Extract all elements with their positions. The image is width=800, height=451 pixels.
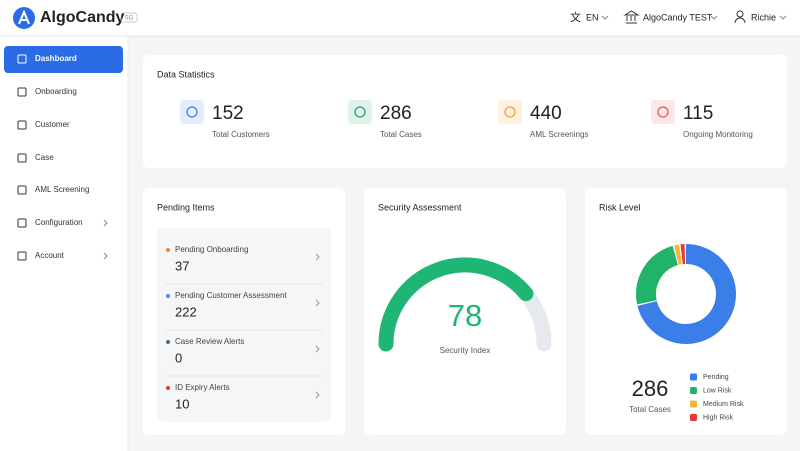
chevron xyxy=(103,219,108,227)
pending-value: 0 xyxy=(175,350,182,365)
stat-value: 152 xyxy=(212,103,244,124)
organization-selector[interactable]: AlgoCandy TEST xyxy=(623,10,718,24)
status-dot xyxy=(166,294,170,298)
chevron xyxy=(779,15,787,20)
stat-value: 286 xyxy=(380,103,412,124)
stat-label: Total Customers xyxy=(212,130,270,139)
card-title: Security Assessment xyxy=(378,202,462,212)
pending-value: 10 xyxy=(175,396,189,411)
status-dot xyxy=(166,386,170,390)
legend-label: Medium Risk xyxy=(703,401,744,408)
security-card xyxy=(364,188,566,435)
legend-swatch xyxy=(690,400,697,408)
donut-segment xyxy=(636,245,679,305)
pending-label: ID Expiry Alerts xyxy=(175,383,230,392)
user-menu[interactable]: Richie xyxy=(734,10,787,24)
bank-icon xyxy=(623,10,640,24)
active-menu-bg xyxy=(4,46,123,73)
pending-label: Pending Onboarding xyxy=(175,245,248,254)
stat-value: 115 xyxy=(683,103,713,124)
organization[interactable]: AlgoCandy TEST xyxy=(643,12,713,22)
region-text: SG xyxy=(125,16,134,22)
logo-glyph xyxy=(18,9,30,25)
menu-icon xyxy=(17,120,27,130)
pending-label: Case Review Alerts xyxy=(175,337,244,346)
stat-icon-bg xyxy=(498,100,522,124)
menu-item[interactable]: Case xyxy=(35,153,54,162)
chevron[interactable] xyxy=(315,253,320,261)
header xyxy=(0,0,800,36)
stat-icon xyxy=(186,106,198,118)
chevron[interactable] xyxy=(315,391,320,399)
menu-icon xyxy=(17,218,27,228)
gauge-label: Security Index xyxy=(440,346,491,355)
pending-list xyxy=(157,228,331,422)
user[interactable]: Richie xyxy=(751,12,776,22)
stat-icon-bg xyxy=(180,100,204,124)
card-title: Pending Items xyxy=(157,202,215,212)
chevron[interactable] xyxy=(315,345,320,353)
risk-total-label: Total Cases xyxy=(629,405,671,414)
chevron[interactable] xyxy=(315,299,320,307)
stat-icon-bg xyxy=(651,100,675,124)
pending-value: 222 xyxy=(175,304,197,319)
legend-label: Low Risk xyxy=(703,387,732,394)
language-selector[interactable]: 文 EN xyxy=(570,10,609,24)
menu-icon xyxy=(17,54,27,64)
chevron xyxy=(710,15,718,20)
menu-icon xyxy=(17,153,27,163)
legend-swatch xyxy=(690,373,697,381)
user-icon-body xyxy=(734,17,746,24)
menu-icon xyxy=(17,251,27,261)
stat-icon xyxy=(504,106,516,118)
stat-label: Ongoing Monitoring xyxy=(683,130,753,139)
card-title: Risk Level xyxy=(599,202,641,212)
status-dot xyxy=(166,248,170,252)
stat-icon xyxy=(657,106,669,118)
legend-label: Pending xyxy=(703,374,729,381)
stat-label: AML Screenings xyxy=(530,130,588,139)
gauge-number: 78 xyxy=(448,298,482,333)
menu-item[interactable]: Account xyxy=(35,251,65,260)
status-dot xyxy=(166,340,170,344)
donut-segment xyxy=(674,244,682,265)
menu-item[interactable]: Customer xyxy=(35,120,70,129)
region-badge xyxy=(120,12,138,23)
menu-item[interactable]: Dashboard xyxy=(35,54,77,63)
risk-card xyxy=(585,188,787,435)
legend-label: High Risk xyxy=(703,414,733,421)
sidebar xyxy=(0,36,128,451)
menu-item[interactable]: Configuration xyxy=(35,218,83,227)
chevron xyxy=(601,15,609,20)
gauge-value xyxy=(378,257,534,352)
user-icon xyxy=(736,10,744,18)
menu-icon xyxy=(17,87,27,97)
menu-item[interactable]: AML Screening xyxy=(35,185,89,194)
card-title: Data Statistics xyxy=(157,69,215,79)
language[interactable]: EN xyxy=(586,12,599,22)
stat-icon xyxy=(354,106,366,118)
menu-icon xyxy=(17,185,27,195)
stat-icon-bg xyxy=(348,100,372,124)
risk-total: 286 xyxy=(632,376,669,401)
stat-label: Total Cases xyxy=(380,130,422,139)
legend-swatch xyxy=(690,414,697,421)
chevron xyxy=(103,252,108,260)
legend-swatch xyxy=(690,387,697,394)
pending-value: 37 xyxy=(175,258,189,273)
stat-value: 440 xyxy=(530,103,562,124)
donut-segment xyxy=(637,244,736,344)
language-icon: 文 xyxy=(570,10,581,24)
logo-text: AlgoCandy xyxy=(40,9,125,26)
menu-item[interactable]: Onboarding xyxy=(35,87,77,96)
statistics-card xyxy=(143,55,787,168)
pending-label: Pending Customer Assessment xyxy=(175,291,287,300)
